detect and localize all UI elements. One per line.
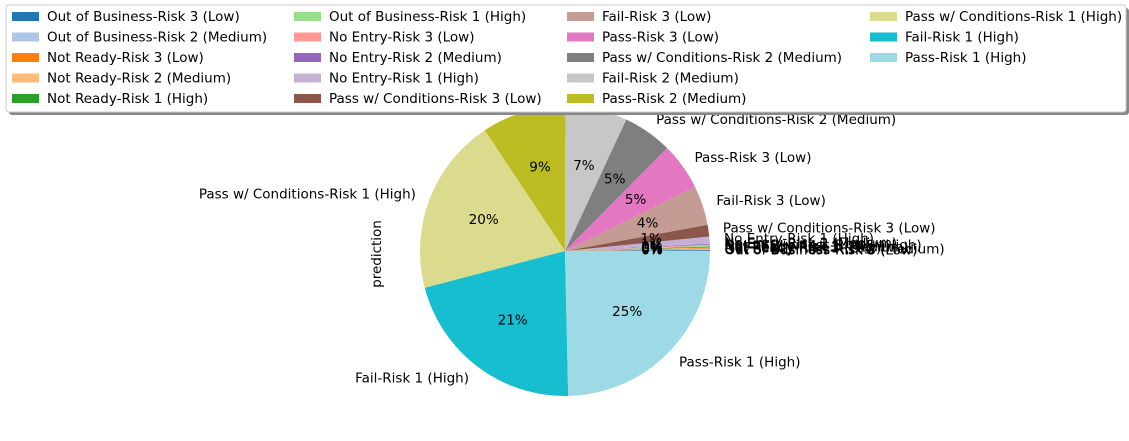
legend-swatch-fail-risk-1-high [870,32,897,42]
slice-label-fail-risk-3-low: Fail-Risk 3 (Low) [716,193,825,209]
legend-swatch-no-entry-risk-2-medium [294,53,321,62]
legend-swatch-pass-risk-1-high [870,53,897,62]
pct-label-no-entry-risk-1-high: 1% [641,236,663,252]
legend-label-fail-risk-3-low: Fail-Risk 3 (Low) [602,9,711,25]
slice-not-ready-risk-3-low [565,248,710,251]
legend-swatch-fail-risk-2-medium [567,73,594,83]
slice-fail-risk-3-low [565,186,708,251]
legend-swatch-not-ready-risk-1-high [12,94,39,103]
slice-label-out-of-business-risk-3-low: Out of Business-Risk 3 (Low) [725,243,918,259]
legend-label-no-entry-risk-2-medium: No Entry-Risk 2 (Medium) [329,50,502,66]
slice-pass-risk-1-high [565,251,710,396]
slice-pass-risk-3-low [565,147,696,251]
slice-label-pass-w-conditions-risk-2-medium: Pass w/ Conditions-Risk 2 (Medium) [656,112,896,128]
slice-pass-w-conditions-risk-3-low [565,224,710,251]
legend: Out of Business-Risk 3 (Low) Out of Busin… [5,4,1129,115]
legend-label-out-of-business-risk-2-medium: Out of Business-Risk 2 (Medium) [47,30,267,46]
slice-pass-w-conditions-risk-2-medium [565,119,668,251]
slice-label-pass-risk-3-low: Pass-Risk 3 (Low) [694,150,811,166]
legend-label-pass-w-conditions-risk-1-high: Pass w/ Conditions-Risk 1 (High) [905,9,1122,25]
slice-not-ready-risk-1-high [565,246,710,251]
pct-label-fail-risk-3-low: 4% [637,216,659,232]
legend-swatch-out-of-business-risk-1-high [294,12,321,21]
slice-no-entry-risk-1-high [565,236,710,251]
slice-label-no-entry-risk-3-low: No Entry-Risk 3 (Low) [724,237,869,253]
pct-label-pass-risk-1-high: 25% [612,304,642,320]
pct-label-pass-w-conditions-risk-3-low: 1% [640,231,662,247]
legend-label-fail-risk-1-high: Fail-Risk 1 (High) [905,30,1019,46]
legend-label-not-ready-risk-2-medium: Not Ready-Risk 2 (Medium) [47,71,231,87]
legend-swatch-pass-w-conditions-risk-1-high [870,12,897,21]
slice-label-pass-w-conditions-risk-3-low: Pass w/ Conditions-Risk 3 (Low) [723,221,936,237]
legend-label-out-of-business-risk-1-high: Out of Business-Risk 1 (High) [329,9,526,25]
legend-label-pass-w-conditions-risk-3-low: Pass w/ Conditions-Risk 3 (Low) [329,91,542,107]
legend-label-not-ready-risk-1-high: Not Ready-Risk 1 (High) [47,91,208,107]
pct-label-out-of-business-risk-1-high: 0% [641,240,663,256]
legend-swatch-pass-w-conditions-risk-3-low [294,94,321,103]
legend-label-pass-risk-3-low: Pass-Risk 3 (Low) [602,30,719,46]
legend-swatch-fail-risk-3-low [567,12,594,21]
legend-swatch-not-ready-risk-2-medium [12,73,39,83]
legend-label-pass-risk-1-high: Pass-Risk 1 (High) [905,50,1026,66]
pct-label-out-of-business-risk-2-medium: 0% [641,242,663,258]
pct-label-not-ready-risk-3-low: 0% [641,242,663,258]
slice-fail-risk-1-high [424,251,569,397]
slice-labels: 0% Out of Business-Risk 3 (Low)0% Out of B… [199,87,945,386]
legend-label-out-of-business-risk-3-low: Out of Business-Risk 3 (Low) [47,9,240,25]
slice-label-not-ready-risk-2-medium: Not Ready-Risk 2 (Medium) [724,240,908,256]
legend-label-fail-risk-2-medium: Fail-Risk 2 (Medium) [602,71,739,87]
legend-label-not-ready-risk-3-low: Not Ready-Risk 3 (Low) [47,50,204,66]
pct-label-not-ready-risk-1-high: 0% [641,241,663,257]
legend-label-pass-w-conditions-risk-2-medium: Pass w/ Conditions-Risk 2 (Medium) [602,50,842,66]
legend-swatch-out-of-business-risk-3-low [12,12,39,21]
slice-label-out-of-business-risk-1-high: Out of Business-Risk 1 (High) [724,238,921,254]
slice-not-ready-risk-2-medium [565,247,710,251]
slice-fail-risk-2-medium [565,106,627,251]
slice-pass-w-conditions-risk-1-high [420,130,565,288]
legend-swatch-no-entry-risk-1-high [294,73,321,83]
slice-label-out-of-business-risk-2-medium: Out of Business-Risk 2 (Medium) [724,242,944,258]
legend-swatch-no-entry-risk-3-low [294,32,321,42]
slice-pass-risk-2-medium [484,105,566,251]
legend-swatch-pass-risk-3-low [567,32,594,42]
legend-swatch-out-of-business-risk-2-medium [12,32,39,42]
legend-swatch-not-ready-risk-3-low [12,53,39,62]
pct-label-no-entry-risk-3-low: 0% [641,239,663,255]
slice-label-not-ready-risk-3-low: Not Ready-Risk 3 (Low) [724,241,881,257]
slice-no-entry-risk-2-medium [565,243,710,251]
slice-label-not-ready-risk-1-high: Not Ready-Risk 1 (High) [724,239,885,255]
pct-label-no-entry-risk-2-medium: 0% [641,239,663,255]
y-axis-label: prediction [369,220,385,288]
pct-label-pass-w-conditions-risk-2-medium: 5% [604,172,626,188]
slice-no-entry-risk-3-low [565,244,710,251]
pie [420,105,711,397]
pct-label-pass-risk-3-low: 5% [625,192,647,208]
slice-out-of-business-risk-2-medium [565,249,710,251]
slice-out-of-business-risk-1-high [565,245,710,251]
pct-label-pass-w-conditions-risk-1-high: 20% [469,212,499,228]
legend-swatch-pass-risk-2-medium [567,94,594,103]
pct-label-out-of-business-risk-3-low: 0% [641,243,663,259]
slice-label-pass-w-conditions-risk-1-high: Pass w/ Conditions-Risk 1 (High) [199,186,416,202]
legend-label-no-entry-risk-3-low: No Entry-Risk 3 (Low) [329,30,474,46]
pct-label-not-ready-risk-2-medium: 0% [641,241,663,257]
slice-out-of-business-risk-3-low [565,250,711,251]
legend-label-pass-risk-2-medium: Pass-Risk 2 (Medium) [602,91,746,107]
slice-label-fail-risk-1-high: Fail-Risk 1 (High) [355,370,469,386]
pct-label-fail-risk-2-medium: 7% [573,158,595,174]
pct-label-fail-risk-1-high: 21% [498,312,528,328]
legend-frame [5,4,1127,113]
legend-swatch-pass-w-conditions-risk-2-medium [567,53,594,62]
slice-label-no-entry-risk-2-medium: No Entry-Risk 2 (Medium) [724,236,897,252]
pct-label-pass-risk-2-medium: 9% [529,160,551,176]
slice-label-pass-risk-1-high: Pass-Risk 1 (High) [679,355,800,371]
legend-label-no-entry-risk-1-high: No Entry-Risk 1 (High) [329,71,479,87]
slice-label-no-entry-risk-1-high: No Entry-Risk 1 (High) [724,231,874,247]
